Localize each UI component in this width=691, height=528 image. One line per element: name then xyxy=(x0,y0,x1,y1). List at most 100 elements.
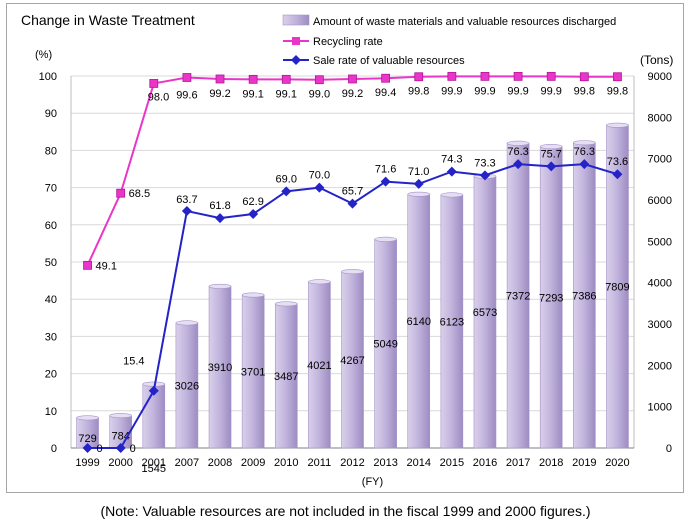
sale-rate-marker xyxy=(215,213,226,224)
bar-value-label: 4267 xyxy=(340,355,364,367)
bar-value-label: 7372 xyxy=(506,291,530,303)
legend-marker-recycling xyxy=(292,37,300,45)
recycling-rate-marker xyxy=(248,74,258,84)
left-tick-label: 20 xyxy=(45,369,57,381)
sale-rate-marker xyxy=(546,161,557,172)
x-tick-label: 2010 xyxy=(274,457,298,469)
sale-rate-label: 73.3 xyxy=(474,157,495,169)
bar-top xyxy=(407,191,431,197)
sale-rate-label: 76.3 xyxy=(507,146,528,158)
recycling-rate-label: 99.6 xyxy=(176,89,197,101)
bar-top xyxy=(274,301,298,307)
recycling-rate-marker xyxy=(116,188,126,198)
sale-rate-marker xyxy=(281,186,292,197)
bar-value-label: 1545 xyxy=(142,463,166,475)
right-axis-label: (Tons) xyxy=(640,53,673,67)
sale-rate-label: 73.6 xyxy=(607,156,628,168)
recycling-rate-label: 99.9 xyxy=(474,85,495,97)
x-tick-label: 1999 xyxy=(75,457,99,469)
right-tick-label: 5000 xyxy=(648,236,672,248)
sale-rate-label: 0 xyxy=(130,443,136,455)
recycling-rate-label: 99.2 xyxy=(342,88,363,100)
left-tick-label: 30 xyxy=(45,331,57,343)
left-tick-label: 0 xyxy=(51,443,57,455)
recycling-rate-marker xyxy=(182,73,192,82)
recycling-rate-label: 99.1 xyxy=(242,88,263,100)
x-tick-label: 2020 xyxy=(605,457,629,469)
bar-top xyxy=(308,279,331,285)
bar-value-label: 729 xyxy=(78,433,96,445)
right-tick-label: 7000 xyxy=(648,154,672,166)
sale-rate-marker xyxy=(380,176,391,187)
chart-title: Change in Waste Treatment xyxy=(21,12,195,28)
left-tick-label: 40 xyxy=(45,294,57,306)
bar-value-label: 7293 xyxy=(539,292,563,304)
x-tick-label: 2009 xyxy=(241,457,265,469)
x-tick-label: 2001 xyxy=(142,457,166,469)
right-tick-label: 0 xyxy=(666,443,672,455)
recycling-rate-label: 99.2 xyxy=(209,88,230,100)
recycling-rate-marker xyxy=(149,79,159,88)
recycling-rate-label: 98.0 xyxy=(148,91,169,103)
sale-rate-label: 61.8 xyxy=(209,200,230,212)
bar-top xyxy=(506,140,530,146)
bar-value-label: 3487 xyxy=(274,371,298,383)
sale-rate-label: 71.6 xyxy=(375,164,396,176)
right-tick-label: 1000 xyxy=(648,402,672,414)
footnote: (Note: Valuable resources are not includ… xyxy=(100,503,591,519)
sale-rate-label: 74.3 xyxy=(441,154,462,166)
sale-rate-label: 75.7 xyxy=(540,148,561,160)
right-tick-label: 4000 xyxy=(648,278,672,290)
legend-swatch-bars xyxy=(282,14,310,26)
x-tick-label: 2015 xyxy=(440,457,464,469)
bar-value-label: 4021 xyxy=(307,360,331,372)
recycling-rate-marker xyxy=(579,72,589,82)
recycling-rate-label: 99.4 xyxy=(375,87,396,99)
bar-value-label: 5049 xyxy=(373,339,397,351)
recycling-rate-marker xyxy=(480,71,490,81)
x-tick-label: 2018 xyxy=(539,457,563,469)
recycling-rate-label: 99.8 xyxy=(607,86,628,98)
sale-rate-marker xyxy=(115,443,126,453)
bar-top xyxy=(175,320,199,326)
right-tick-label: 6000 xyxy=(648,195,672,207)
recycling-rate-marker xyxy=(381,73,391,83)
left-tick-label: 90 xyxy=(45,108,57,120)
sale-rate-marker xyxy=(513,159,524,170)
right-tick-label: 2000 xyxy=(648,360,672,372)
sale-rate-marker xyxy=(413,178,424,189)
sale-rate-marker xyxy=(148,385,159,396)
bar-top xyxy=(109,413,132,419)
sale-rate-label: 70.0 xyxy=(309,170,330,182)
sale-rate-marker xyxy=(479,170,490,181)
left-tick-label: 80 xyxy=(45,145,57,157)
x-tick-label: 2011 xyxy=(308,457,332,469)
x-tick-label: 2017 xyxy=(506,457,530,469)
recycling-rate-line xyxy=(86,75,618,266)
x-tick-label: 2007 xyxy=(175,457,199,469)
recycling-rate-marker xyxy=(447,71,457,81)
recycling-rate-label: 68.5 xyxy=(129,188,150,200)
recycling-rate-label: 99.0 xyxy=(309,89,330,101)
recycling-rate-label: 99.9 xyxy=(507,85,528,97)
bar-top xyxy=(539,144,563,150)
x-tick-label: 2000 xyxy=(108,457,132,469)
recycling-rate-label: 49.1 xyxy=(96,260,117,272)
sale-rate-label: 71.0 xyxy=(408,166,429,178)
bar-value-label: 7386 xyxy=(572,290,596,302)
recycling-rate-marker xyxy=(513,71,523,81)
sale-rate-label: 65.7 xyxy=(342,186,363,198)
recycling-rate-marker xyxy=(414,72,424,82)
bar-top xyxy=(440,192,464,198)
recycling-rate-marker xyxy=(281,74,291,84)
sale-rate-marker xyxy=(82,443,93,453)
legend-marker-sale xyxy=(291,55,301,65)
bar-value-label: 3701 xyxy=(241,367,265,379)
left-tick-label: 60 xyxy=(45,220,57,232)
right-tick-label: 9000 xyxy=(648,71,672,83)
bar-value-label: 7809 xyxy=(605,282,629,294)
x-tick-label: 2012 xyxy=(340,457,364,469)
recycling-rate-marker xyxy=(546,71,556,81)
bar-value-label: 3910 xyxy=(208,362,232,374)
sale-rate-marker xyxy=(446,166,457,177)
